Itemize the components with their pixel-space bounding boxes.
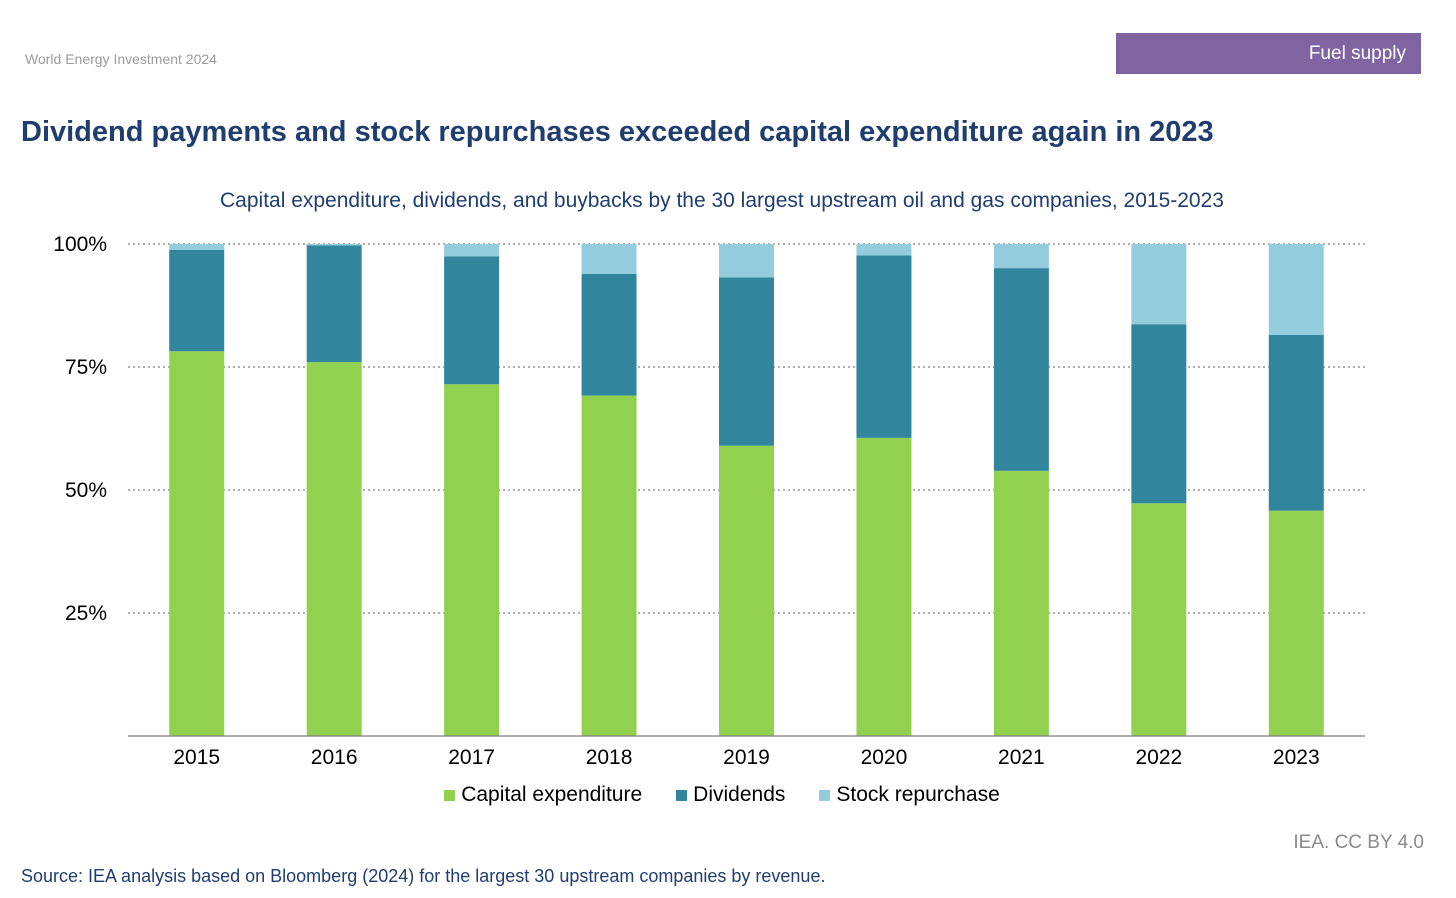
bar-segment bbox=[1131, 244, 1187, 325]
x-tick-label: 2018 bbox=[586, 746, 633, 769]
legend-item: Dividends bbox=[676, 783, 785, 807]
page-headline: Dividend payments and stock repurchases … bbox=[21, 116, 1214, 148]
legend-label: Capital expenditure bbox=[461, 783, 643, 806]
x-tick-label: 2019 bbox=[723, 746, 770, 769]
bar-segment bbox=[1268, 335, 1324, 511]
legend-label: Stock repurchase bbox=[836, 783, 1000, 806]
bar-segment bbox=[1268, 510, 1324, 736]
y-tick-label: 50% bbox=[65, 479, 107, 502]
bar-segment bbox=[1131, 503, 1187, 736]
bar-segment bbox=[856, 244, 912, 256]
bar-segment bbox=[719, 445, 774, 736]
bar-segment bbox=[306, 244, 362, 246]
legend-swatch bbox=[819, 789, 831, 801]
bar-segment bbox=[993, 470, 1049, 736]
bar-segment bbox=[306, 245, 362, 363]
x-tick-label: 2020 bbox=[861, 746, 908, 769]
bar-segment bbox=[1268, 244, 1324, 336]
bar-segment bbox=[306, 362, 362, 736]
y-axis-tick-labels: 25% 50% 75% 100% bbox=[53, 233, 107, 625]
bar-segment bbox=[856, 437, 912, 736]
source-note: Source: IEA analysis based on Bloomberg … bbox=[21, 866, 826, 886]
report-name: World Energy Investment 2024 bbox=[25, 51, 217, 67]
legend-label: Dividends bbox=[693, 783, 786, 806]
y-tick-label: 25% bbox=[65, 602, 107, 625]
legend-item: Stock repurchase bbox=[819, 783, 1000, 807]
bar-segment bbox=[444, 384, 500, 736]
bar-segment bbox=[993, 244, 1049, 269]
section-badge: Fuel supply bbox=[1116, 33, 1421, 74]
bar-segment bbox=[1131, 324, 1187, 504]
bar-segment bbox=[719, 277, 774, 446]
bar-segment bbox=[169, 249, 225, 352]
bar-segment bbox=[719, 244, 774, 278]
chart-title: Capital expenditure, dividends, and buyb… bbox=[220, 189, 1224, 212]
bar-segment bbox=[856, 255, 912, 438]
x-tick-label: 2023 bbox=[1273, 746, 1320, 769]
bar-segment bbox=[581, 395, 637, 736]
legend-item: Capital expenditure bbox=[444, 783, 642, 807]
x-tick-label: 2017 bbox=[448, 746, 495, 769]
y-tick-label: 100% bbox=[53, 233, 107, 256]
legend-swatch bbox=[676, 789, 688, 801]
bar-segment bbox=[444, 256, 500, 385]
license-text: IEA. CC BY 4.0 bbox=[1293, 832, 1424, 853]
bar-segment bbox=[993, 268, 1049, 471]
bar-segment bbox=[169, 244, 225, 250]
x-tick-label: 2016 bbox=[311, 746, 358, 769]
bar-segment bbox=[444, 244, 500, 257]
bars bbox=[169, 244, 1324, 736]
legend-swatch bbox=[444, 789, 456, 801]
bar-segment bbox=[169, 351, 225, 736]
bar-segment bbox=[581, 244, 637, 275]
x-tick-label: 2022 bbox=[1135, 746, 1182, 769]
x-tick-label: 2015 bbox=[173, 746, 220, 769]
chart-legend: Capital expenditure Dividends Stock repurc… bbox=[0, 783, 1444, 807]
y-tick-label: 75% bbox=[65, 356, 107, 379]
x-axis-tick-labels: 2015 2016 2017 2018 2019 2020 2021 2022 2023 bbox=[173, 746, 1319, 769]
bar-segment bbox=[581, 274, 637, 396]
x-tick-label: 2021 bbox=[998, 746, 1045, 769]
